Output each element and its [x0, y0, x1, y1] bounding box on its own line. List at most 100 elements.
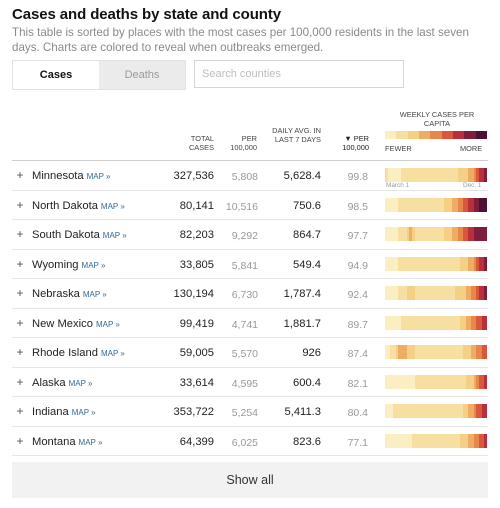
header-per-100k[interactable]: PER 100,000 — [230, 134, 257, 152]
table-row[interactable]: + Indiana MAP » 353,722 5,254 5,411.3 80.4 — [12, 397, 488, 427]
weekly-cell — [433, 374, 437, 389]
weekly-cell — [406, 404, 410, 418]
weekly-cell — [401, 168, 404, 182]
header-daily-per-100k[interactable]: ▼ PER 100,000 — [329, 134, 369, 152]
state-name[interactable]: Montana — [32, 435, 76, 448]
daily-avg-cell: 600.4 — [293, 376, 321, 389]
expand-plus-icon[interactable]: + — [16, 256, 24, 271]
state-name[interactable]: South Dakota — [32, 229, 100, 241]
expand-plus-icon[interactable]: + — [16, 286, 24, 300]
daily-avg-cell: 926 — [302, 347, 321, 359]
map-link[interactable]: MAP » — [102, 231, 127, 240]
total-cases-cell: 327,536 — [173, 170, 214, 182]
weekly-cell — [452, 404, 455, 418]
expand-plus-icon[interactable]: + — [16, 404, 24, 418]
weekly-cell — [457, 286, 461, 300]
weekly-cell — [460, 256, 463, 271]
state-name[interactable]: Indiana — [32, 406, 69, 418]
weekly-cell — [446, 256, 450, 271]
search-counties-input[interactable] — [194, 60, 404, 88]
weekly-cell — [419, 227, 423, 241]
weekly-cell — [398, 227, 402, 241]
weekly-cell — [417, 374, 420, 389]
weekly-cell — [411, 286, 415, 300]
per-100k-cell: 5,841 — [231, 259, 258, 272]
expand-plus-icon[interactable]: + — [16, 374, 24, 389]
map-link[interactable]: MAP » — [68, 378, 93, 388]
weekly-cell — [471, 374, 474, 389]
weekly-cell — [454, 256, 458, 271]
state-name[interactable]: Nebraska — [32, 288, 80, 300]
tab-cases[interactable]: Cases — [13, 61, 99, 89]
state-name[interactable]: North Dakota — [32, 199, 98, 212]
weekly-cases-strip — [385, 433, 488, 448]
table-row[interactable]: + Montana MAP » 64,399 6,025 823.6 77.1 — [12, 427, 488, 456]
weekly-cell — [425, 315, 428, 330]
expand-plus-icon[interactable]: + — [16, 345, 24, 359]
map-link[interactable]: MAP » — [82, 290, 107, 299]
weekly-cell — [438, 345, 442, 359]
weekly-cell — [484, 404, 488, 418]
weekly-cell — [465, 345, 469, 359]
weekly-cell — [454, 345, 458, 359]
map-link[interactable]: MAP » — [78, 437, 103, 447]
weekly-cell — [387, 197, 391, 212]
show-all-button[interactable]: Show all — [12, 462, 488, 498]
weekly-cell — [406, 256, 410, 271]
weekly-cell — [409, 345, 412, 359]
table-row[interactable]: + Nebraska MAP » 130,194 6,730 1,787.4 92.4 — [12, 279, 488, 309]
map-link[interactable]: MAP » — [71, 408, 96, 417]
weekly-cell — [479, 168, 482, 182]
weekly-cell — [460, 345, 463, 359]
state-name[interactable]: Alaska — [32, 376, 66, 389]
weekly-cell — [393, 227, 396, 241]
map-link[interactable]: MAP » — [100, 349, 125, 358]
tab-deaths[interactable]: Deaths — [124, 69, 160, 81]
weekly-cell — [398, 256, 402, 271]
weekly-cell — [422, 433, 426, 448]
weekly-cell — [425, 286, 428, 300]
weekly-cell — [449, 256, 453, 271]
header-daily-avg[interactable]: DAILY AVG. IN LAST 7 DAYS — [272, 126, 321, 144]
state-name[interactable]: Minnesota — [32, 170, 84, 182]
expand-plus-icon[interactable]: + — [16, 168, 24, 182]
map-link[interactable]: MAP » — [81, 260, 106, 270]
weekly-cell — [409, 404, 412, 418]
state-name[interactable]: New Mexico — [32, 317, 93, 330]
expand-plus-icon[interactable]: + — [16, 315, 24, 330]
daily-per-100k-cell: 98.5 — [347, 200, 368, 213]
weekly-cell — [433, 197, 437, 212]
weekly-cell — [481, 345, 485, 359]
table-row[interactable]: + Alaska MAP » 33,614 4,595 600.4 82.1 — [12, 368, 488, 397]
state-cell: Nebraska MAP » — [32, 288, 107, 300]
weekly-cell — [454, 168, 458, 182]
state-name[interactable]: Rhode Island — [32, 347, 98, 359]
expand-plus-icon[interactable]: + — [16, 197, 24, 212]
table-row[interactable]: + Wyoming MAP » 33,805 5,841 549.4 94.9 — [12, 250, 488, 279]
weekly-cell — [417, 433, 420, 448]
map-link[interactable]: MAP » — [86, 172, 111, 181]
color-legend-bar — [385, 131, 487, 139]
weekly-cell — [462, 315, 466, 330]
state-name[interactable]: Wyoming — [32, 258, 79, 271]
map-link[interactable]: MAP » — [100, 201, 125, 211]
table-row[interactable]: + Rhode Island MAP » 59,005 5,570 926 87.4 — [12, 338, 488, 368]
state-cell: Montana MAP » — [32, 436, 102, 448]
expand-plus-icon[interactable]: + — [16, 433, 24, 448]
table-row[interactable]: + New Mexico MAP » 99,419 4,741 1,881.7 89.7 — [12, 309, 488, 338]
weekly-cell — [409, 433, 412, 448]
weekly-cell — [406, 433, 410, 448]
expand-plus-icon[interactable]: + — [16, 227, 24, 241]
map-link[interactable]: MAP » — [95, 319, 120, 329]
weekly-cell — [409, 197, 412, 212]
table-row[interactable]: + Minnesota MAP » 327,536 5,808 5,628.4 99.8 Ma… — [12, 161, 488, 191]
weekly-cell — [398, 168, 402, 182]
header-total-cases[interactable]: TOTAL CASES — [188, 134, 214, 152]
per-100k-cell: 9,292 — [231, 230, 258, 242]
weekly-cell — [465, 286, 469, 300]
weekly-cell — [441, 433, 445, 448]
table-row[interactable]: + North Dakota MAP » 80,141 10,516 750.6 98.5 — [12, 191, 488, 220]
table-row[interactable]: + South Dakota MAP » 82,203 9,292 864.7 97.7 — [12, 220, 488, 250]
daily-avg-cell: 823.6 — [293, 435, 321, 448]
weekly-cell — [444, 404, 447, 418]
